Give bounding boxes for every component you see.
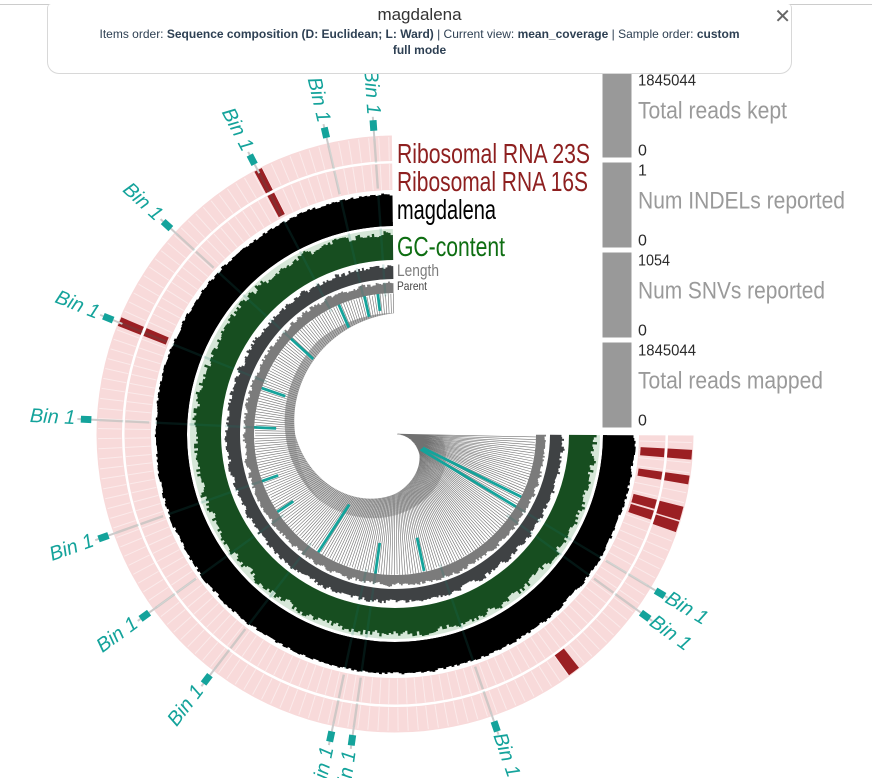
svg-text:magdalena: magdalena [397, 194, 496, 225]
svg-text:1845044: 1845044 [638, 73, 696, 90]
svg-text:Bin 1: Bin 1 [52, 286, 103, 323]
svg-text:Ribosomal RNA 16S: Ribosomal RNA 16S [397, 166, 588, 197]
svg-text:Bin 1: Bin 1 [29, 405, 76, 429]
svg-text:Length: Length [397, 261, 439, 280]
svg-text:Total reads mapped: Total reads mapped [638, 368, 823, 395]
svg-text:Parent: Parent [397, 279, 428, 293]
svg-text:Num SNVs reported: Num SNVs reported [638, 278, 825, 305]
svg-text:0: 0 [638, 233, 647, 250]
svg-text:0: 0 [638, 143, 647, 160]
svg-text:0: 0 [638, 413, 647, 430]
svg-text:Num INDELs reported: Num INDELs reported [638, 188, 845, 215]
svg-text:GC-content: GC-content [397, 231, 505, 262]
svg-text:Bin 1: Bin 1 [92, 613, 142, 658]
svg-text:Ribosomal RNA 23S: Ribosomal RNA 23S [397, 138, 590, 169]
svg-text:0: 0 [638, 323, 647, 340]
svg-text:1054: 1054 [638, 253, 670, 270]
svg-text:1845044: 1845044 [638, 343, 696, 360]
svg-text:Bin 1: Bin 1 [303, 75, 335, 124]
svg-text:Bin 1: Bin 1 [46, 530, 96, 566]
svg-text:Bin 1: Bin 1 [359, 68, 384, 115]
svg-text:Bin 1: Bin 1 [163, 681, 208, 731]
svg-text:Bin 1: Bin 1 [333, 749, 361, 778]
svg-text:Bin 1: Bin 1 [308, 745, 339, 778]
svg-text:Bin 1: Bin 1 [488, 730, 524, 778]
svg-text:Bin 1: Bin 1 [217, 104, 258, 155]
svg-text:1: 1 [638, 163, 647, 180]
svg-text:Bin 1: Bin 1 [119, 178, 167, 225]
svg-text:Total reads kept: Total reads kept [638, 98, 787, 125]
